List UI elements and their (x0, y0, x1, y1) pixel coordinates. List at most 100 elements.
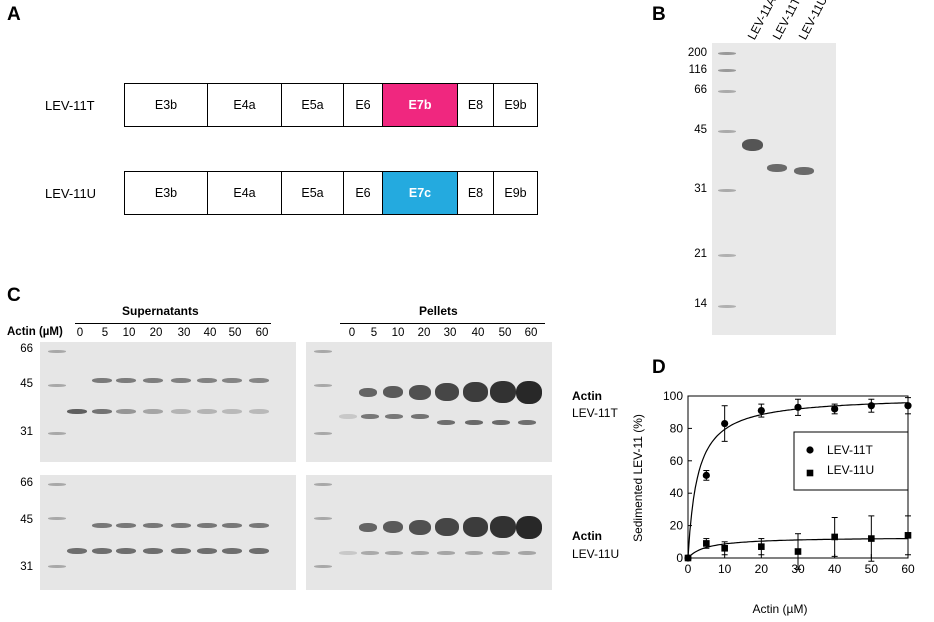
actin-band (116, 523, 136, 528)
actin-band (516, 380, 542, 404)
band-label-lev11u: LEV-11U (572, 547, 620, 561)
lev11-band (92, 409, 112, 414)
pellets-header: Pellets (419, 304, 458, 318)
data-point-lev11u (794, 548, 802, 555)
actin-band (222, 378, 242, 383)
mw-label: 14 (694, 298, 707, 310)
gel-pellet-lev11t (306, 342, 552, 462)
actin-band (409, 384, 431, 400)
lev11-band (171, 548, 191, 554)
gel-supernatant-lev11t (40, 342, 296, 462)
conc-label: 30 (177, 327, 191, 339)
exon-map-lev11u: E3b E4a E5a E6 E7c E8 E9b (124, 171, 538, 215)
marker-band (314, 432, 332, 435)
conc-label: 0 (76, 327, 84, 339)
actin-band (116, 378, 136, 383)
exon-box: E3b (124, 83, 208, 127)
band-label-lev11t: LEV-11T (572, 406, 618, 420)
lev11-band (361, 414, 379, 419)
actin-axis-label: Actin (µM) (7, 326, 63, 338)
y-tick-label: 20 (670, 519, 684, 533)
lev11-band (197, 548, 217, 554)
actin-band (516, 515, 542, 539)
data-point-lev11t (794, 403, 802, 411)
y-tick-label: 100 (663, 389, 683, 403)
lev11-band (492, 420, 510, 425)
y-tick-label: 0 (676, 551, 683, 565)
legend-box (793, 431, 909, 491)
mw-label: 66 (694, 84, 707, 96)
lev11-band (197, 409, 217, 414)
actin-band (359, 387, 377, 397)
conc-label: 20 (149, 327, 163, 339)
panel-c-label: C (7, 285, 21, 306)
data-point-lev11t (904, 402, 912, 410)
marker-band (314, 565, 332, 568)
y-tick-label: 40 (670, 486, 684, 500)
data-point-lev11t (757, 406, 765, 415)
marker-band (718, 130, 736, 133)
y-axis-label: Sedimented LEV-11 (%) (631, 414, 645, 542)
x-axis-label: Actin (µM) (753, 602, 808, 616)
x-tick-label: 40 (828, 562, 842, 576)
supernatants-bar (75, 323, 271, 324)
gel-supernatant-lev11u (40, 475, 296, 590)
y-tick-label: 80 (670, 421, 684, 435)
row-label-lev11u: LEV-11U (45, 186, 97, 201)
legend-label: LEV-11U (827, 463, 874, 477)
lev11-band (339, 551, 357, 555)
data-point-lev11u (684, 554, 692, 562)
exon-box: E8 (457, 83, 494, 127)
actin-band (143, 378, 163, 383)
exon-box-highlight: E7c (382, 171, 458, 215)
mw-label: 66 (20, 343, 33, 355)
lev11-band (465, 551, 483, 555)
data-point-lev11u (831, 533, 838, 541)
data-point-lev11u (904, 532, 912, 539)
exon-box: E5a (281, 83, 344, 127)
protein-band-lev11t (767, 164, 787, 172)
lev11-band (437, 420, 455, 425)
exon-box: E6 (343, 83, 383, 127)
data-point-lev11u (868, 535, 875, 542)
marker-band (48, 350, 66, 353)
exon-map-lev11t: E3b E4a E5a E6 E7b E8 E9b (124, 83, 538, 127)
data-point-lev11t (867, 402, 875, 410)
lev11-band (222, 409, 242, 414)
conc-label: 40 (203, 327, 217, 339)
legend-marker-square (806, 469, 814, 477)
marker-band (314, 517, 332, 520)
marker-band (718, 305, 736, 308)
marker-band (718, 90, 736, 93)
conc-label: 0 (348, 327, 356, 339)
lev11-band (249, 409, 269, 414)
x-tick-label: 0 (685, 562, 692, 576)
conc-label: 40 (471, 327, 485, 339)
actin-band (359, 522, 377, 532)
mw-label: 31 (20, 426, 33, 438)
marker-band (48, 483, 66, 486)
x-tick-label: 60 (901, 562, 915, 576)
lev11-band (67, 548, 87, 554)
mw-label: 45 (20, 514, 33, 526)
actin-band (171, 378, 191, 383)
data-point-lev11u (721, 544, 728, 552)
pellets-bar (340, 323, 545, 324)
actin-band (171, 523, 191, 528)
actin-band (409, 519, 431, 535)
data-point-lev11u (703, 540, 710, 547)
exon-box: E6 (343, 171, 383, 215)
actin-band (435, 518, 459, 536)
conc-label: 5 (101, 327, 109, 339)
data-point-lev11t (702, 471, 710, 479)
mw-label: 116 (688, 64, 707, 76)
marker-band (718, 69, 736, 72)
lev11-band (361, 551, 379, 555)
lev11-band (437, 551, 455, 555)
lev11-band (143, 409, 163, 414)
actin-band (92, 378, 112, 383)
marker-band (718, 254, 736, 257)
lev11-band (385, 414, 403, 419)
panel-b-label: B (652, 4, 666, 25)
lev11-band (116, 409, 136, 414)
